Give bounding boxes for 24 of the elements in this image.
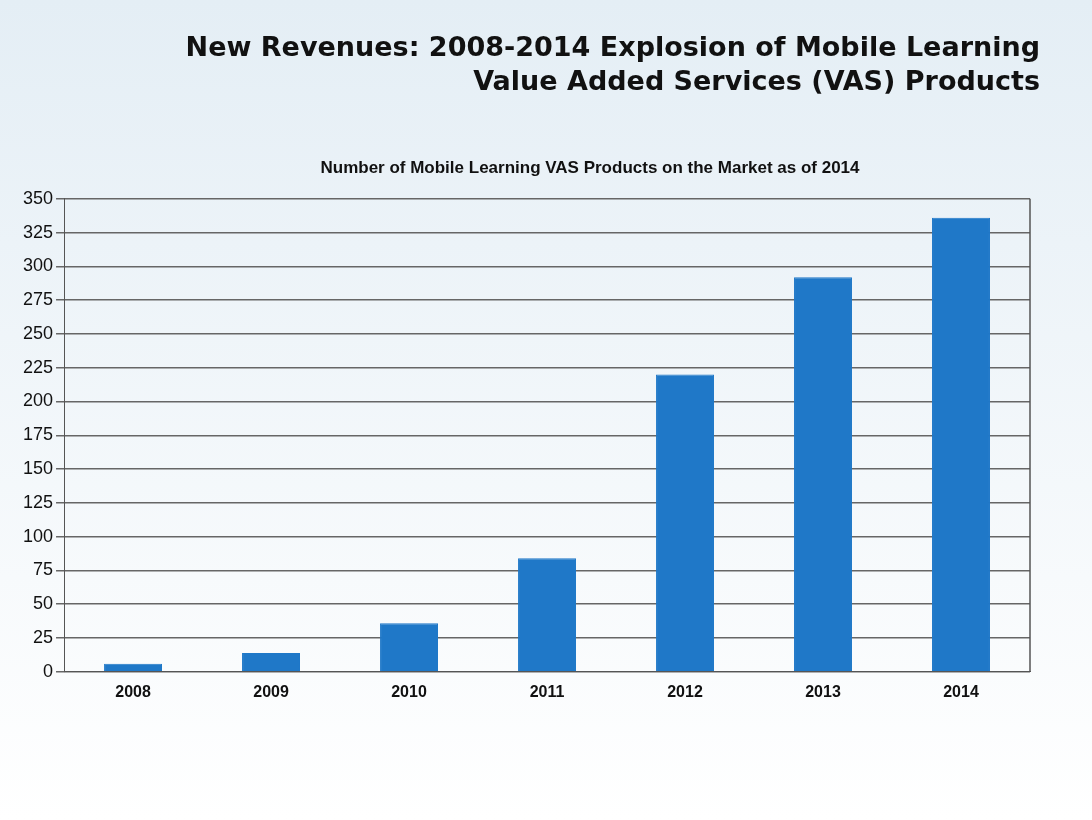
chart-subtitle: Number of Mobile Learning VAS Products on the Market as of 2014 [319,158,861,178]
x-tick-label: 2012 [667,682,703,700]
y-tick-label: 150 [22,458,54,479]
y-tick-label: 75 [33,559,54,580]
y-tick-label: 225 [22,356,54,377]
y-tick-label: 25 [33,626,54,647]
y-tick-label: 0 [43,660,54,681]
y-tick-label: 50 [33,593,54,614]
x-tick-label: 2008 [115,682,151,700]
y-tick-label: 125 [22,491,54,512]
x-tick-label: 2009 [253,682,289,700]
y-tick-label: 250 [22,322,54,343]
x-tick-label: 2013 [805,682,841,700]
y-tick-label: 275 [22,289,54,310]
x-tick-label: 2010 [391,682,427,700]
x-tick-label: 2011 [529,682,565,700]
x-tick-label: 2014 [943,682,979,700]
y-tick-label: 350 [22,187,54,208]
y-tick-label: 325 [22,221,54,242]
y-tick-label: 175 [22,424,54,445]
y-tick-label: 100 [22,525,54,546]
y-tick-label: 200 [22,390,54,411]
y-tick-label: 300 [22,255,54,276]
chart-title: New Revenues: 2008-2014 Explosion of Mobile Learning Value Added Services (VAS) Products [184,30,1040,98]
